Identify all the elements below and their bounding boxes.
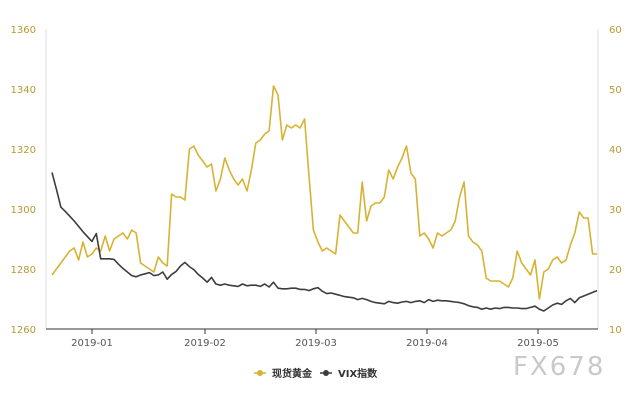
- series-line-1: [51, 172, 598, 312]
- y-left-tick-label: 1300: [11, 205, 36, 216]
- y-left-tick-label: 1340: [11, 85, 36, 96]
- y-left-tick-label: 1260: [11, 325, 36, 336]
- x-tick-label: 2019-03: [295, 338, 337, 349]
- x-tick-label: 2019-05: [517, 338, 559, 349]
- y-right-tick-label: 20: [609, 265, 622, 276]
- series-line-0: [51, 85, 597, 300]
- y-left-tick-label: 1280: [11, 265, 36, 276]
- legend-marker: [257, 370, 263, 376]
- y-right-tick-label: 50: [609, 85, 622, 96]
- y-right-tick-label: 40: [609, 145, 622, 156]
- y-left-tick-label: 1320: [11, 145, 36, 156]
- legend-marker: [323, 370, 329, 376]
- legend-label: 现货黄金: [272, 367, 313, 380]
- legend-label: VIX指数: [338, 367, 378, 380]
- watermark-text: FX678: [513, 352, 605, 382]
- x-tick-label: 2019-04: [406, 338, 448, 349]
- y-right-tick-label: 60: [609, 25, 622, 36]
- legend: 现货黄金 VIX指数: [254, 367, 378, 380]
- axes: 1260 1280 1300 1320 1340 1360 10 20 30 40 50 60 2019…: [11, 25, 622, 349]
- y-left-tick-label: 1360: [11, 25, 36, 36]
- plot-area: [51, 85, 598, 312]
- x-tick-label: 2019-02: [184, 338, 226, 349]
- y-right-tick-label: 10: [609, 325, 622, 336]
- y-right-tick-label: 30: [609, 205, 622, 216]
- x-tick-label: 2019-01: [71, 338, 113, 349]
